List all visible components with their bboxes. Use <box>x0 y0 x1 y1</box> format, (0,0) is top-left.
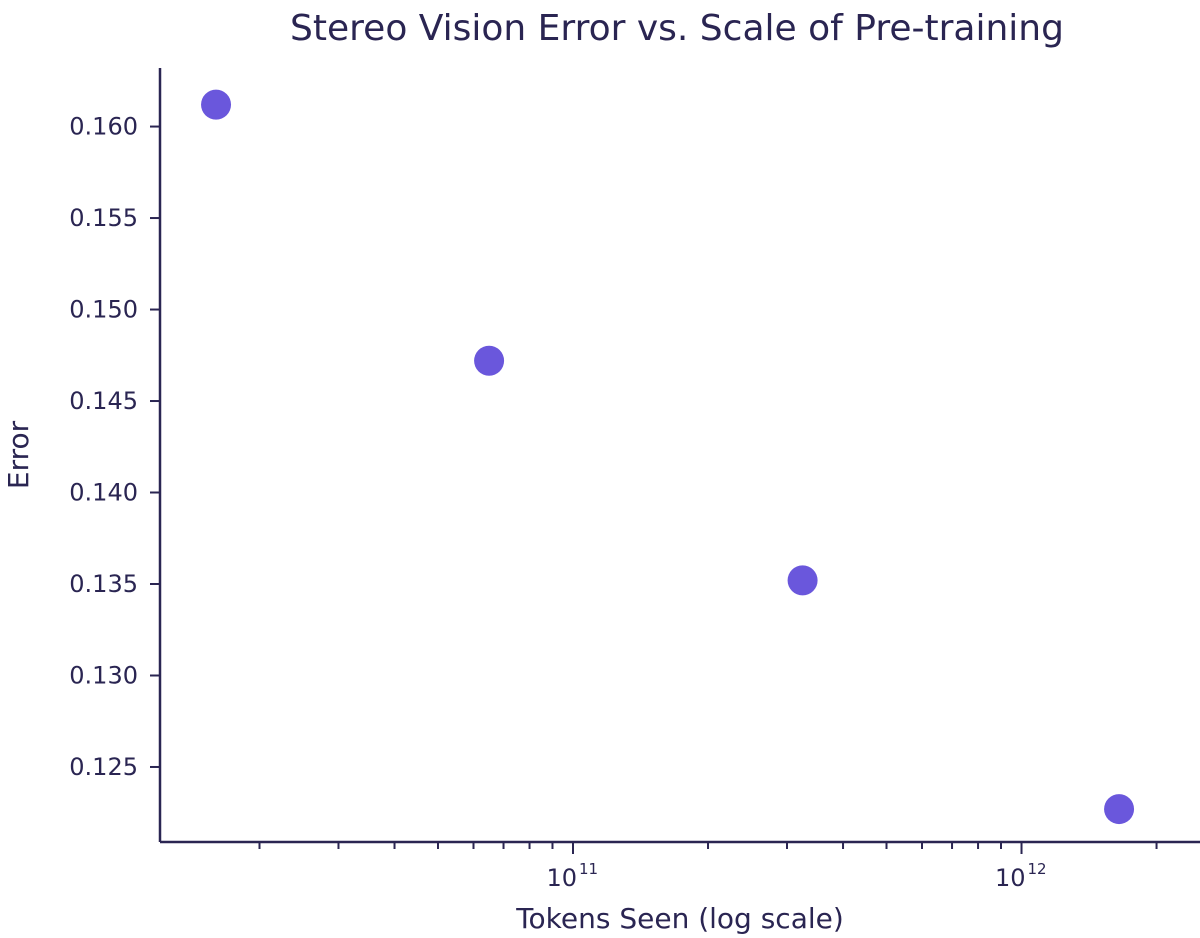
data-point <box>201 89 232 120</box>
data-points <box>201 89 1135 825</box>
x-tick-label: 10 <box>546 864 577 892</box>
y-axis-label: Error <box>2 420 35 489</box>
data-point <box>1104 794 1135 825</box>
y-tick-label: 0.140 <box>69 479 138 507</box>
y-tick-label: 0.150 <box>69 296 138 324</box>
x-tick-exponent: 11 <box>579 860 598 878</box>
data-point <box>787 565 818 596</box>
y-tick-label: 0.135 <box>69 570 138 598</box>
x-ticks: 10 11 10 12 <box>258 842 1158 892</box>
y-tick-label: 0.130 <box>69 661 138 689</box>
y-tick-label: 0.145 <box>69 387 138 415</box>
x-tick-exponent: 12 <box>1028 860 1047 878</box>
data-point <box>474 345 505 376</box>
x-tick-label: 10 <box>995 864 1026 892</box>
y-ticks: 0.125 0.130 0.135 0.140 0.145 0.150 0.155 0.160 <box>69 113 160 781</box>
chart-title: Stereo Vision Error vs. Scale of Pre-tra… <box>290 8 1064 49</box>
y-tick-label: 0.125 <box>69 753 138 781</box>
y-tick-label: 0.155 <box>69 204 138 232</box>
y-tick-label: 0.160 <box>69 113 138 141</box>
x-axis-label: Tokens Seen (log scale) <box>515 902 844 935</box>
